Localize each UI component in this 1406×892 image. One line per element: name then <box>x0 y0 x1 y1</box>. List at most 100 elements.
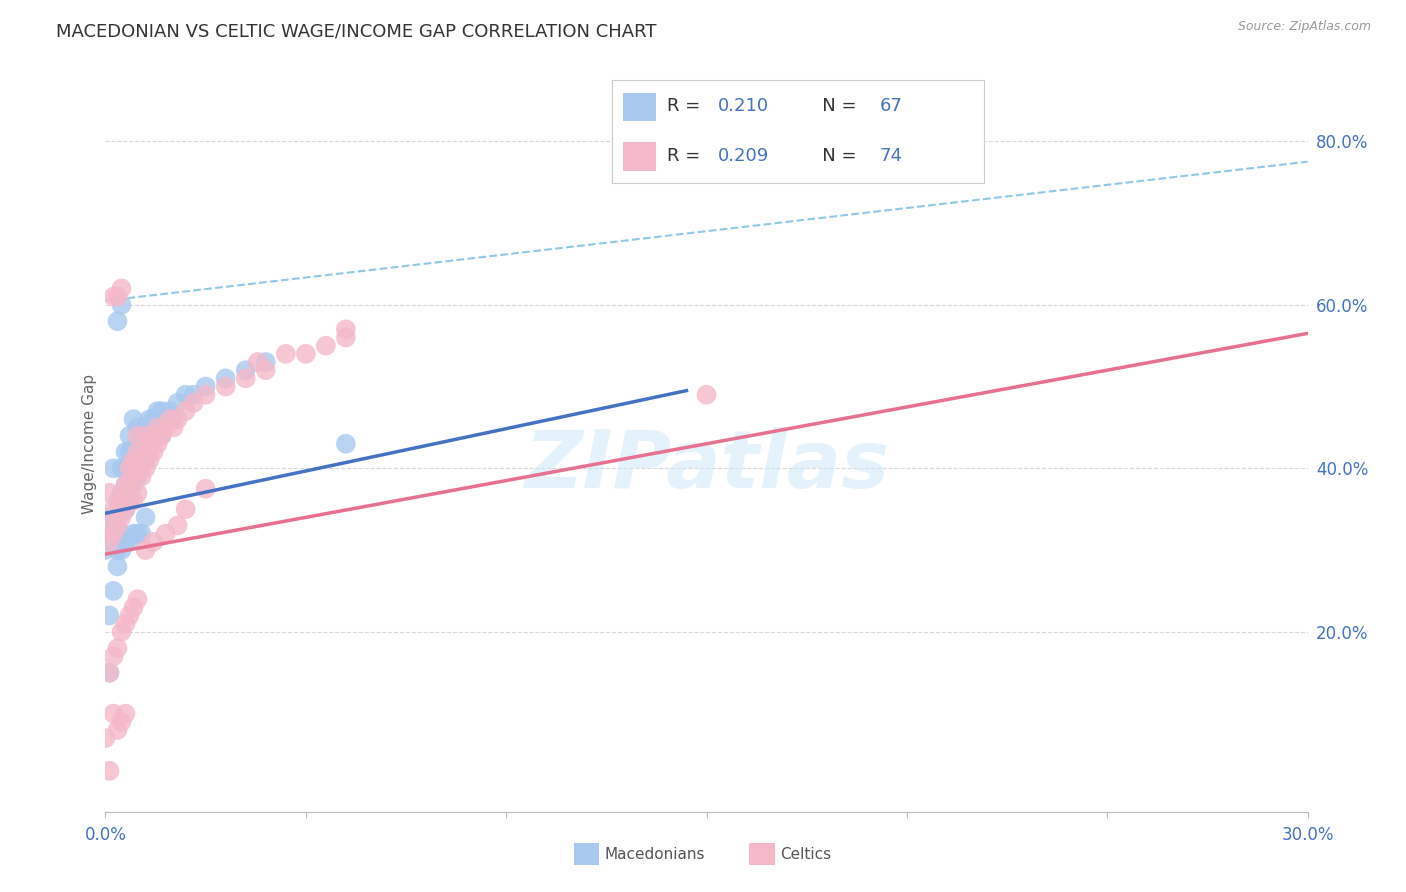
Point <box>122 412 145 426</box>
Point <box>174 387 197 401</box>
Y-axis label: Wage/Income Gap: Wage/Income Gap <box>82 374 97 514</box>
Point <box>103 649 125 664</box>
Point <box>146 404 169 418</box>
Point <box>194 482 217 496</box>
Bar <box>623 142 657 170</box>
Point <box>138 437 160 451</box>
Point <box>122 526 145 541</box>
Point <box>335 330 357 344</box>
Point <box>127 469 149 483</box>
Text: 67: 67 <box>880 97 903 115</box>
Point <box>122 445 145 459</box>
Point <box>159 404 181 418</box>
Point <box>142 428 165 442</box>
Point <box>127 445 149 459</box>
Point <box>110 526 132 541</box>
Point <box>295 347 318 361</box>
Point <box>131 461 153 475</box>
Point <box>118 534 141 549</box>
Point <box>114 477 136 491</box>
Point <box>135 420 157 434</box>
Point <box>135 428 157 442</box>
Text: ZIPatlas: ZIPatlas <box>524 427 889 505</box>
Point <box>155 412 177 426</box>
Point <box>122 494 145 508</box>
Point <box>135 453 157 467</box>
Point <box>94 518 117 533</box>
Point <box>114 485 136 500</box>
Point <box>107 641 129 656</box>
Point <box>107 314 129 328</box>
Text: 74: 74 <box>880 146 903 165</box>
Point <box>107 510 129 524</box>
Point <box>159 412 181 426</box>
Point <box>131 428 153 442</box>
Point <box>138 428 160 442</box>
Point <box>122 453 145 467</box>
Point <box>174 502 197 516</box>
Point <box>103 518 125 533</box>
Point <box>146 420 169 434</box>
Point <box>135 510 157 524</box>
Point <box>98 608 121 623</box>
Text: N =: N = <box>806 146 863 165</box>
Point <box>114 706 136 721</box>
Point <box>118 494 141 508</box>
Point <box>135 445 157 459</box>
Point <box>142 428 165 442</box>
Point <box>131 453 153 467</box>
Point <box>166 396 188 410</box>
Point <box>166 412 188 426</box>
Point <box>114 502 136 516</box>
Point <box>166 518 188 533</box>
Point <box>122 461 145 475</box>
Point <box>118 461 141 475</box>
Text: Celtics: Celtics <box>780 847 831 862</box>
Point <box>103 584 125 599</box>
Text: Macedonians: Macedonians <box>605 847 704 862</box>
Text: R =: R = <box>668 146 706 165</box>
Point <box>114 477 136 491</box>
Point <box>135 543 157 558</box>
Point <box>131 469 153 483</box>
Point <box>135 461 157 475</box>
Point <box>122 469 145 483</box>
Point <box>118 477 141 491</box>
Point <box>110 624 132 639</box>
Point <box>110 485 132 500</box>
Point <box>142 412 165 426</box>
Point <box>94 731 117 746</box>
Point <box>194 379 217 393</box>
Point <box>138 453 160 467</box>
Point <box>150 428 173 442</box>
Point <box>98 764 121 778</box>
Text: 0.209: 0.209 <box>718 146 769 165</box>
Point <box>122 600 145 615</box>
Point <box>183 396 205 410</box>
Point <box>235 363 257 377</box>
Point <box>107 543 129 558</box>
Point <box>110 543 132 558</box>
Point <box>274 347 297 361</box>
Point <box>142 445 165 459</box>
Point <box>114 445 136 459</box>
Point <box>94 543 117 558</box>
Point <box>155 420 177 434</box>
Point <box>127 453 149 467</box>
Point <box>127 461 149 475</box>
Point <box>103 289 125 303</box>
Point <box>174 404 197 418</box>
Bar <box>623 93 657 121</box>
Point <box>127 592 149 607</box>
Point <box>131 526 153 541</box>
Point <box>98 485 121 500</box>
Point <box>110 281 132 295</box>
Point <box>114 461 136 475</box>
Text: MACEDONIAN VS CELTIC WAGE/INCOME GAP CORRELATION CHART: MACEDONIAN VS CELTIC WAGE/INCOME GAP COR… <box>56 22 657 40</box>
Point <box>254 355 277 369</box>
Point <box>183 387 205 401</box>
Point <box>118 445 141 459</box>
Point <box>246 355 269 369</box>
Point <box>107 502 129 516</box>
Point <box>127 526 149 541</box>
